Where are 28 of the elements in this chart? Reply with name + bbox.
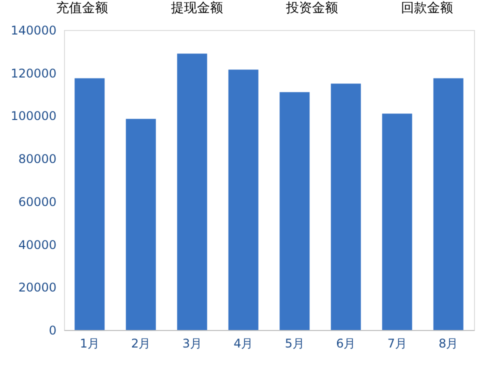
x-tick-label: 4月 [234, 336, 254, 350]
y-tick-label: 60000 [18, 194, 56, 209]
bar [330, 84, 361, 330]
text: 回款金额 [401, 1, 453, 16]
x-tick-label: 5月 [284, 336, 304, 350]
text: 投资金额 [285, 1, 338, 16]
bar [280, 92, 310, 330]
bar [228, 70, 258, 330]
y-tick-label: 120000 [10, 66, 56, 80]
x-tick-label: 7月 [387, 336, 407, 350]
y-tick-label: 0 [48, 324, 56, 338]
x-tick-label: 3月 [182, 336, 202, 350]
x-tick-label: 8月 [438, 336, 458, 350]
text: 充值金额 [56, 1, 108, 16]
y-tick-label: 80000 [18, 152, 56, 166]
x-tick-label: 1月 [80, 336, 100, 350]
x-tick-label: 6月 [336, 336, 356, 350]
bar [74, 78, 105, 330]
bar [177, 54, 208, 330]
bar [382, 114, 412, 330]
x-tick-label: 2月 [131, 336, 151, 350]
text: 提现金额 [171, 1, 223, 16]
bar [126, 118, 156, 330]
y-tick-label: 100000 [10, 109, 56, 124]
y-tick-label: 40000 [18, 238, 56, 252]
bar [433, 78, 464, 330]
y-tick-label: 140000 [10, 24, 56, 38]
y-tick-label: 20000 [18, 280, 56, 295]
